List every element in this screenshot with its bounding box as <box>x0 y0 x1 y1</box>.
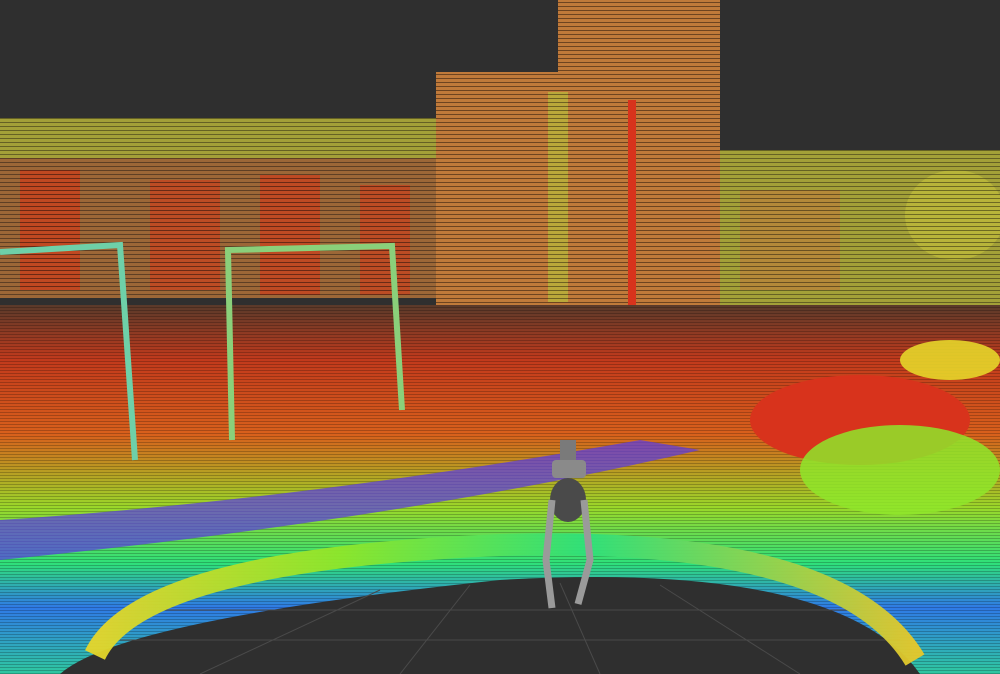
bipedal-robot-icon[interactable] <box>542 440 594 609</box>
lamp-pole <box>628 100 636 375</box>
soccer-goal-icon <box>0 241 405 461</box>
tree-cluster-icon <box>905 170 1000 260</box>
left-buildings-icon <box>0 118 436 298</box>
near-field-floor <box>60 577 920 674</box>
bush-cluster-icon <box>750 340 1000 515</box>
right-buildings-icon <box>720 150 1000 310</box>
floor-grid <box>120 582 900 674</box>
scan-range-arc <box>85 533 925 666</box>
walking-path <box>0 440 700 560</box>
building-block-icon <box>436 0 720 305</box>
